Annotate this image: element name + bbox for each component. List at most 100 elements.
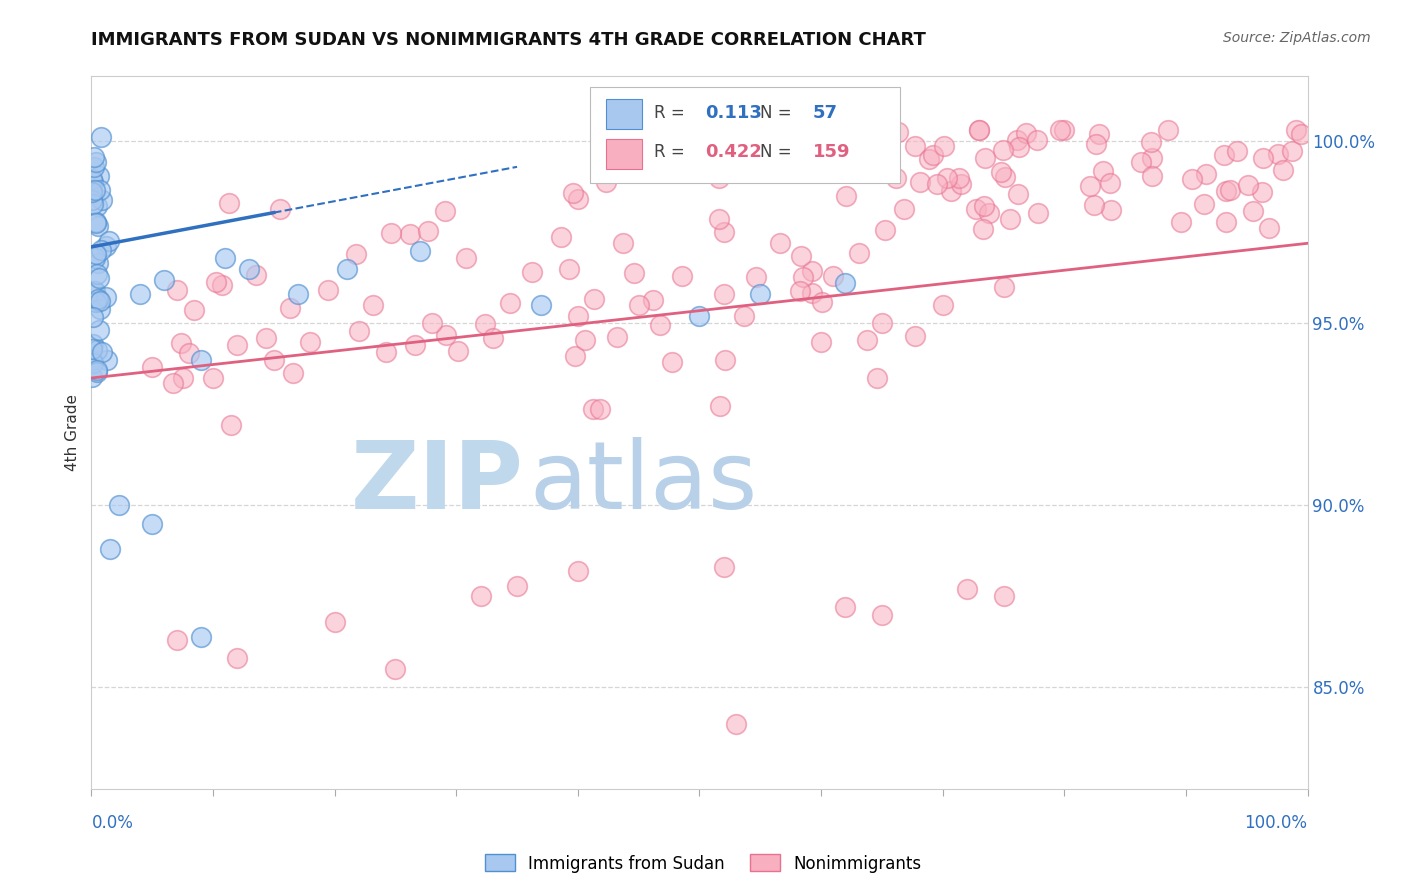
Point bbox=[1250, 185, 1272, 199]
Point bbox=[190, 630, 212, 644]
Point bbox=[1130, 155, 1153, 169]
Point bbox=[344, 247, 367, 261]
Point bbox=[990, 165, 1012, 179]
Point bbox=[567, 309, 589, 323]
Bar bbox=[606, 99, 643, 129]
Point bbox=[866, 371, 889, 385]
Point bbox=[1157, 123, 1180, 137]
Point bbox=[420, 317, 443, 331]
Point bbox=[1281, 144, 1303, 158]
Point bbox=[287, 287, 309, 301]
Point bbox=[713, 287, 735, 301]
Point bbox=[434, 204, 457, 219]
Point bbox=[922, 148, 945, 162]
Point bbox=[671, 269, 693, 284]
Point bbox=[969, 123, 991, 137]
Point bbox=[1192, 197, 1215, 211]
Point bbox=[550, 230, 572, 244]
Point bbox=[83, 150, 105, 164]
Text: R =: R = bbox=[654, 144, 690, 161]
Point bbox=[380, 226, 402, 240]
Point bbox=[283, 366, 305, 380]
Point bbox=[612, 236, 634, 251]
Point bbox=[1226, 144, 1249, 158]
Point bbox=[82, 310, 104, 325]
Point bbox=[84, 295, 107, 310]
Point bbox=[561, 186, 583, 201]
Point bbox=[83, 284, 105, 298]
Point bbox=[226, 338, 249, 352]
Point bbox=[1007, 133, 1029, 147]
Point bbox=[434, 328, 457, 343]
Point bbox=[1084, 136, 1107, 151]
Point bbox=[1078, 179, 1101, 194]
Point bbox=[973, 199, 995, 213]
Point bbox=[1007, 187, 1029, 202]
Point bbox=[211, 277, 233, 292]
Point bbox=[347, 324, 370, 338]
Point bbox=[1170, 215, 1192, 229]
Point bbox=[972, 222, 994, 236]
Point bbox=[789, 249, 811, 263]
Point bbox=[190, 352, 212, 367]
Text: atlas: atlas bbox=[529, 436, 758, 529]
Point bbox=[82, 186, 104, 200]
Point bbox=[245, 268, 267, 283]
Point bbox=[141, 516, 163, 531]
Point bbox=[90, 130, 112, 145]
Point bbox=[86, 363, 108, 377]
Point bbox=[1140, 135, 1163, 149]
Point bbox=[82, 175, 104, 189]
Point bbox=[80, 193, 103, 207]
Point bbox=[1101, 202, 1123, 217]
Point bbox=[1284, 123, 1306, 137]
Point bbox=[792, 270, 814, 285]
Point bbox=[993, 280, 1015, 294]
Point bbox=[567, 564, 589, 578]
Text: IMMIGRANTS FROM SUDAN VS NONIMMIGRANTS 4TH GRADE CORRELATION CHART: IMMIGRANTS FROM SUDAN VS NONIMMIGRANTS 4… bbox=[91, 31, 927, 49]
Point bbox=[316, 283, 339, 297]
Point bbox=[166, 633, 188, 648]
Point bbox=[834, 600, 856, 615]
Point bbox=[1181, 172, 1204, 186]
Point bbox=[1267, 147, 1289, 161]
Point bbox=[893, 202, 915, 217]
Point bbox=[82, 336, 104, 351]
Point bbox=[993, 590, 1015, 604]
Point bbox=[91, 344, 114, 359]
Point bbox=[713, 352, 735, 367]
Point bbox=[967, 123, 990, 137]
Point bbox=[416, 224, 439, 238]
Point bbox=[336, 261, 359, 276]
Point bbox=[86, 267, 108, 281]
Text: N =: N = bbox=[761, 104, 797, 122]
Point bbox=[254, 330, 277, 344]
Point bbox=[162, 376, 184, 391]
Point bbox=[583, 292, 606, 306]
Point bbox=[499, 295, 522, 310]
Point bbox=[713, 560, 735, 574]
Point bbox=[374, 345, 396, 359]
Point bbox=[226, 651, 249, 665]
Point bbox=[870, 317, 893, 331]
Point bbox=[80, 183, 103, 197]
Point bbox=[823, 268, 845, 283]
Point bbox=[936, 170, 959, 185]
Point bbox=[1083, 198, 1105, 212]
Point bbox=[1053, 123, 1076, 137]
Point bbox=[991, 143, 1014, 157]
Point bbox=[89, 183, 111, 197]
Point bbox=[506, 578, 529, 592]
Point bbox=[965, 202, 987, 217]
Point bbox=[994, 170, 1017, 185]
Point bbox=[932, 138, 955, 153]
Text: 100.0%: 100.0% bbox=[1244, 814, 1308, 831]
Text: N =: N = bbox=[761, 144, 797, 161]
Point bbox=[977, 205, 1000, 219]
Point bbox=[1049, 123, 1071, 137]
Point bbox=[925, 177, 948, 191]
Point bbox=[172, 371, 194, 385]
Point bbox=[530, 298, 553, 312]
FancyBboxPatch shape bbox=[591, 87, 900, 183]
Point bbox=[384, 662, 406, 676]
